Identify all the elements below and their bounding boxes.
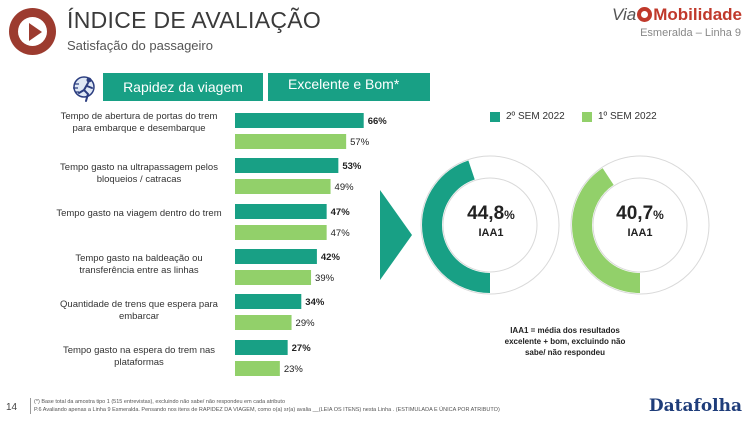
bar-2sem [235,158,339,173]
legend-label: 2º SEM 2022 [506,111,565,122]
legend-item-2sem: 2º SEM 2022 [490,111,565,122]
page-subtitle: Satisfação do passageiro [67,38,213,53]
brand-logo: Via Mobilidade [612,5,742,25]
bar-1sem [235,225,327,240]
bar-value-label: 34% [305,297,325,308]
category-label: Tempo gasto na baldeação ou transferênci… [75,253,203,276]
bar-value-label: 49% [335,182,355,193]
bar-value-label: 27% [292,343,312,354]
bar-value-label: 23% [284,364,304,375]
category-label: Quantidade de trens que espera para emba… [60,299,218,322]
tab-metric: Excelente e Bom* [268,73,430,101]
bar-value-label: 42% [321,252,341,263]
play-logo-icon [9,8,56,55]
donut-value: 40,7% [616,203,664,224]
bar-1sem [235,179,331,194]
brand-mobilidade: Mobilidade [653,5,742,24]
page-number: 14 [6,402,18,413]
donut-sublabel: IAA1 [627,227,653,239]
category-label: Tempo gasto na ultrapassagem pelos bloqu… [60,162,218,185]
bar-2sem [235,340,288,355]
arrow-right-icon [380,190,412,280]
legend-label: 1º SEM 2022 [598,111,657,122]
bar-value-label: 57% [350,137,370,148]
donut-center-2sem: 44,8% IAA1 [451,203,531,239]
tab-topic: Rapidez da viagem [103,73,263,101]
donut-center-1sem: 40,7% IAA1 [600,203,680,239]
bar-value-label: 47% [331,207,351,218]
brand-dot-icon [637,7,653,22]
bar-2sem [235,113,364,128]
legend-item-1sem: 1º SEM 2022 [582,111,657,122]
bar-value-label: 66% [368,116,388,127]
bar-2sem [235,249,317,264]
category-label: Tempo de abertura de portas do trem para… [60,111,218,134]
legend-swatch [582,111,592,122]
bar-1sem [235,270,312,285]
bar-value-label: 39% [315,273,335,284]
datafolha-logo: Datafolha [648,396,742,416]
footnote: (*) Base total da amostra tipo 1 (515 en… [30,398,590,414]
line-label: Esmeralda – Linha 9 [640,27,741,39]
bar-2sem [235,294,302,309]
bar-2sem [235,204,327,219]
bar-value-label: 29% [296,318,316,329]
bar-1sem [235,134,347,149]
bar-value-label: 47% [331,228,351,239]
iaa1-note: IAA1 = média dos resultados excelente + … [504,326,626,357]
bar-1sem [235,315,292,330]
bar-1sem [235,361,280,376]
runner-icon [73,76,95,102]
brand-via: Via [611,5,637,24]
category-label: Tempo gasto na viagem dentro do trem [56,208,222,219]
page-title: ÍNDICE DE AVALIAÇÃO [67,7,322,33]
donut-sublabel: IAA1 [478,227,504,239]
bar-value-label: 53% [342,161,362,172]
category-label: Tempo gasto na espera do trem nas plataf… [62,345,216,368]
legend-swatch [490,111,500,122]
donut-value: 44,8% [467,203,515,224]
